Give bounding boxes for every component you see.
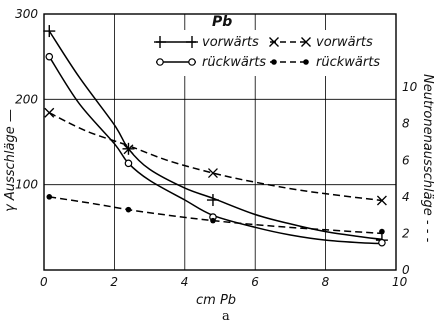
y-right-tick-label: 10: [402, 80, 418, 94]
x-tick-label: 8: [322, 275, 330, 289]
y-axis-label-left: γ Ausschläge —: [3, 109, 18, 212]
y-right-tick-label: 4: [402, 190, 410, 204]
legend-label-4: rückwärts: [316, 55, 380, 70]
x-tick-label: 6: [251, 275, 259, 289]
legend: vorwärts rückwärts vorwärts rückwärts: [150, 30, 380, 76]
legend-marker-3: [269, 37, 279, 47]
data-point-series-4: [46, 194, 53, 200]
data-point-series-4: [125, 206, 132, 213]
data-point-series-3: [123, 144, 134, 155]
x-marker-b: [376, 195, 387, 206]
data-point-series-3: [44, 107, 55, 118]
x-tick-label: 10: [392, 275, 408, 289]
y-left-tick-label: 100: [15, 178, 38, 192]
legend-marker-3: [301, 37, 311, 47]
data-point-series-2: [45, 52, 54, 61]
series-line-3: [48, 112, 382, 202]
y-axis-label-right: Neutronenausschläge - - -: [420, 74, 434, 243]
y-left-tick-label: 300: [15, 7, 38, 21]
tick-labels: 0 2 4 6 8 10 100 200 300 0 2 4 6 8 10: [15, 7, 418, 289]
data-point-series-3: [208, 168, 218, 179]
legend-marker-2: [156, 58, 164, 66]
y-right-tick-label: 6: [402, 153, 410, 167]
x-marker-b: [44, 107, 55, 118]
series-line-2: [48, 56, 382, 245]
y-right-tick-label: 8: [402, 117, 410, 131]
legend-marker-4: [271, 59, 277, 65]
data-point-series-1: [206, 194, 219, 207]
figure-caption: a: [222, 309, 230, 324]
data-point-series-1: [43, 25, 56, 38]
data-point-series-3: [376, 195, 387, 206]
data-point-series-4: [379, 228, 385, 235]
legend-label-2: rückwärts: [202, 55, 266, 70]
x-tick-label: 0: [40, 275, 48, 289]
x-tick-label: 4: [181, 275, 189, 289]
legend-label-1: vorwärts: [202, 35, 259, 50]
x-tick-label: 2: [110, 275, 118, 289]
x-marker-b: [123, 144, 134, 155]
legend-marker-1: [186, 36, 198, 48]
data-point-series-4: [210, 217, 216, 224]
x-marker-b: [301, 37, 311, 47]
chart-title: Pb: [212, 14, 232, 30]
x-marker-b: [269, 37, 279, 47]
data-markers: [43, 25, 388, 247]
y-right-tick-label: 0: [402, 263, 410, 277]
legend-marker-2: [188, 58, 196, 66]
x-marker-b: [208, 168, 218, 179]
data-point-series-2: [124, 159, 133, 168]
x-axis-label: cm Pb: [196, 293, 236, 308]
series-line-1: [48, 30, 382, 241]
y-left-tick-label: 200: [15, 92, 38, 106]
legend-marker-4: [303, 59, 309, 65]
legend-marker-1: [154, 36, 166, 48]
data-curves: [48, 30, 382, 245]
legend-label-3: vorwärts: [316, 35, 373, 50]
plot-frame: [43, 13, 397, 271]
y-right-tick-label: 2: [402, 226, 410, 240]
data-point-series-2: [378, 238, 386, 247]
